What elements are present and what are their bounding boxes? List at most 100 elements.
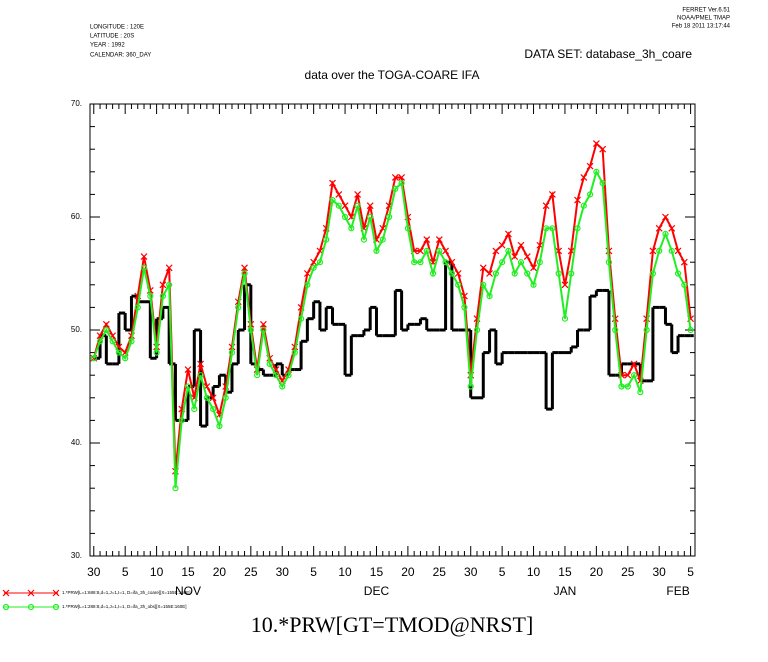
point-marker xyxy=(574,225,581,232)
point-marker xyxy=(492,247,500,255)
point-marker xyxy=(574,196,581,204)
point-marker xyxy=(178,417,185,424)
point-marker xyxy=(147,293,154,300)
point-marker xyxy=(241,264,248,272)
point-marker xyxy=(367,213,374,221)
point-marker xyxy=(523,253,531,260)
point-marker xyxy=(624,371,632,379)
point-marker xyxy=(159,281,167,289)
point-marker xyxy=(505,247,512,254)
x-tick-label: 25 xyxy=(244,565,258,579)
point-marker xyxy=(517,259,525,266)
month-label: JAN xyxy=(554,584,577,598)
point-marker xyxy=(27,589,35,597)
point-marker xyxy=(379,236,386,243)
point-marker xyxy=(329,179,336,187)
point-marker xyxy=(612,326,619,334)
point-marker xyxy=(391,174,399,181)
point-marker xyxy=(329,196,336,204)
x-tick-label: 15 xyxy=(181,565,195,579)
point-marker xyxy=(662,230,669,238)
point-marker xyxy=(303,270,311,277)
point-marker xyxy=(486,270,493,277)
point-marker xyxy=(27,603,35,611)
point-marker xyxy=(599,180,606,187)
point-marker xyxy=(429,270,437,277)
x-tick-label: 30 xyxy=(464,565,478,579)
point-marker xyxy=(486,293,493,300)
point-marker xyxy=(454,270,462,277)
point-marker xyxy=(354,202,361,209)
point-marker xyxy=(624,383,631,390)
point-marker xyxy=(184,383,192,390)
point-marker xyxy=(404,225,411,232)
point-marker xyxy=(561,281,569,289)
point-marker xyxy=(504,230,512,238)
point-marker xyxy=(549,225,556,232)
point-marker xyxy=(335,202,342,209)
point-marker xyxy=(417,259,424,266)
x-tick-label: 25 xyxy=(621,565,635,579)
point-marker xyxy=(492,270,499,277)
point-marker xyxy=(2,603,10,611)
point-marker xyxy=(297,315,305,322)
point-marker xyxy=(630,372,638,379)
point-marker xyxy=(134,304,141,311)
point-marker xyxy=(122,355,129,362)
x-tick-label: 10 xyxy=(150,565,164,579)
point-marker xyxy=(599,145,607,153)
point-marker xyxy=(191,406,198,413)
point-marker xyxy=(272,372,280,379)
point-marker xyxy=(203,394,210,401)
point-marker xyxy=(580,202,587,209)
header-left: LONGITUDE : 120E xyxy=(90,25,144,31)
point-marker xyxy=(90,355,97,362)
point-marker xyxy=(260,326,267,334)
point-marker xyxy=(96,338,104,345)
x-tick-label: 10 xyxy=(338,565,352,579)
point-marker xyxy=(52,603,60,611)
point-marker xyxy=(247,326,254,334)
point-marker xyxy=(341,202,349,210)
point-marker xyxy=(392,185,399,192)
point-marker xyxy=(140,264,148,271)
point-marker xyxy=(511,253,519,260)
point-marker xyxy=(542,202,550,210)
point-marker xyxy=(210,406,217,413)
point-marker xyxy=(618,383,625,390)
point-marker xyxy=(310,264,317,271)
point-marker xyxy=(461,304,468,311)
point-marker xyxy=(228,349,236,356)
point-marker xyxy=(580,174,588,181)
point-marker xyxy=(304,281,311,288)
point-marker xyxy=(115,349,122,356)
point-marker xyxy=(259,320,267,328)
point-marker xyxy=(435,236,443,244)
point-marker xyxy=(530,264,537,272)
header-right: NOAA/PMEL TMAP xyxy=(677,16,730,22)
point-marker xyxy=(536,259,543,266)
dataset-label: DATA SET: database_3h_coare xyxy=(524,47,692,61)
point-marker xyxy=(335,190,343,198)
point-marker xyxy=(649,247,657,255)
month-label: NOV xyxy=(175,584,201,598)
y-tick-label: 70. xyxy=(71,99,82,108)
point-marker xyxy=(411,259,418,266)
point-marker xyxy=(316,259,324,266)
point-marker xyxy=(498,241,506,249)
point-marker xyxy=(373,247,380,254)
x-tick-label: 20 xyxy=(590,565,604,579)
month-label: FEB xyxy=(666,584,689,598)
point-marker xyxy=(166,281,173,288)
header-left: CALENDAR: 360_DAY xyxy=(90,53,151,59)
point-marker xyxy=(341,213,349,221)
y-tick-label: 30. xyxy=(71,551,82,560)
y-tick-label: 60. xyxy=(71,212,82,221)
point-marker xyxy=(241,270,248,277)
point-marker xyxy=(2,589,10,597)
point-marker xyxy=(548,190,556,198)
point-marker xyxy=(442,259,449,266)
point-marker xyxy=(499,259,506,266)
point-marker xyxy=(643,326,650,334)
x-tick-label: 30 xyxy=(87,565,101,579)
